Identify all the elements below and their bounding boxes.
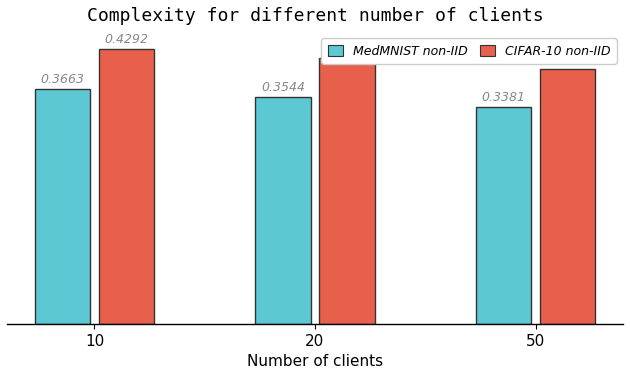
- Bar: [319, 58, 375, 324]
- Text: 0.4292: 0.4292: [105, 33, 149, 46]
- Title: Complexity for different number of clients: Complexity for different number of clien…: [87, 7, 543, 25]
- Text: 0.3381: 0.3381: [481, 91, 525, 105]
- Text: 0.3544: 0.3544: [261, 81, 305, 94]
- Bar: [255, 97, 311, 324]
- X-axis label: Number of clients: Number of clients: [247, 354, 383, 369]
- Text: 0.3981: 0.3981: [546, 53, 590, 66]
- Bar: [35, 89, 90, 324]
- Bar: [540, 68, 595, 324]
- Bar: [99, 49, 154, 324]
- Text: 0.3663: 0.3663: [40, 73, 84, 86]
- Legend: MedMNIST non-IID, CIFAR-10 non-IID: MedMNIST non-IID, CIFAR-10 non-IID: [321, 38, 617, 64]
- Bar: [476, 107, 531, 324]
- Text: 0.4151: 0.4151: [325, 42, 369, 55]
